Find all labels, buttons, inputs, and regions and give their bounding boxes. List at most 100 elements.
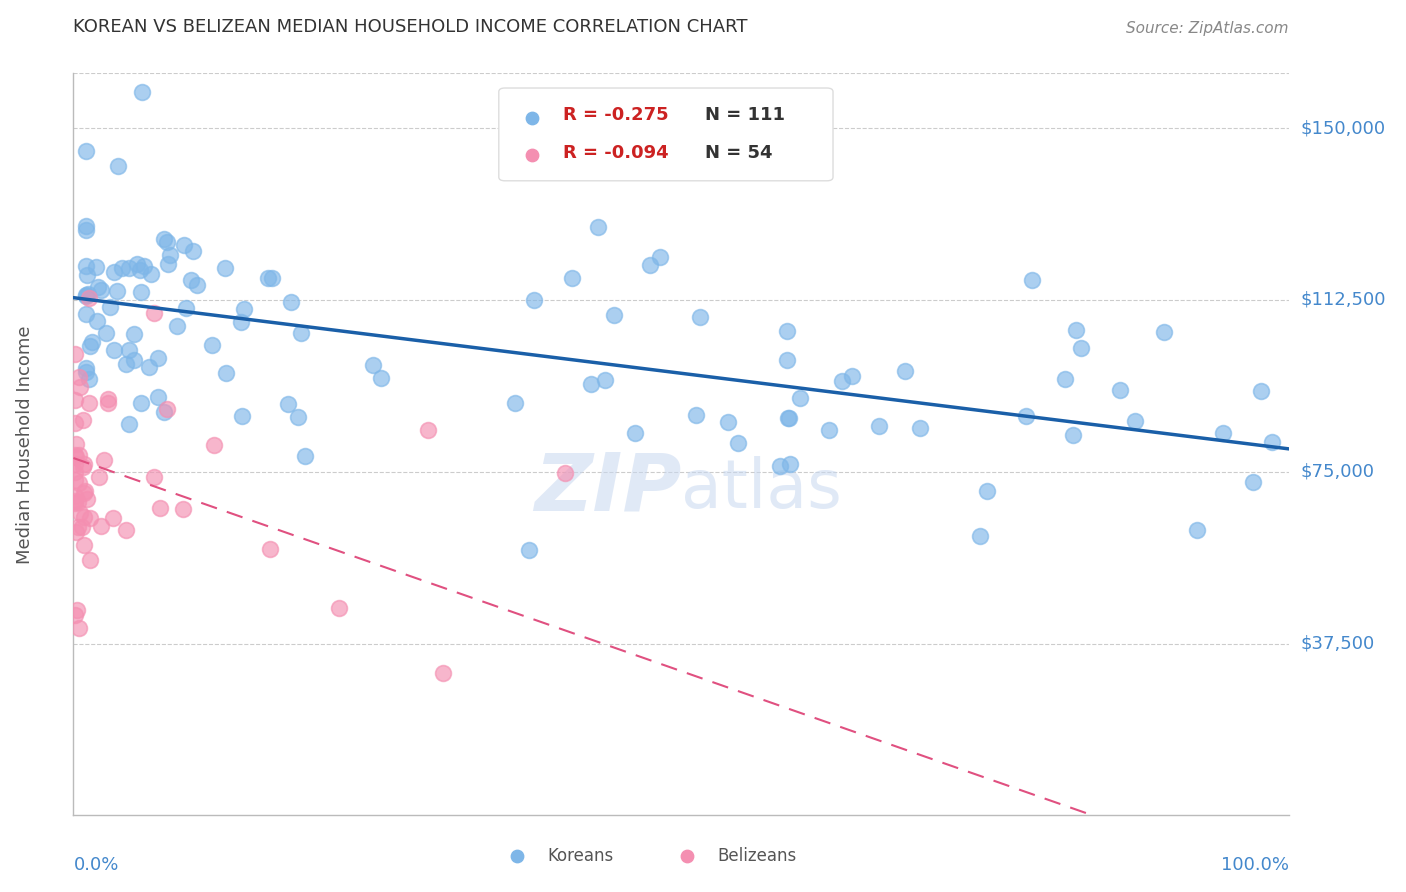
Point — [202, 438, 225, 452]
Point — [93, 452, 115, 467]
Point — [1185, 523, 1208, 537]
Point — [969, 529, 991, 543]
Point — [173, 238, 195, 252]
Point — [1070, 342, 1092, 356]
Point — [138, 360, 160, 375]
Point — [65, 524, 87, 539]
Point — [69, 380, 91, 394]
Point — [87, 469, 110, 483]
Point — [727, 436, 749, 450]
Point — [90, 519, 112, 533]
Point — [363, 359, 385, 373]
Point — [75, 306, 97, 320]
Point — [520, 808, 543, 822]
Point — [689, 310, 711, 324]
Point — [77, 287, 100, 301]
Point — [893, 364, 915, 378]
Point — [65, 450, 87, 464]
Point — [73, 486, 96, 500]
Point — [72, 460, 94, 475]
Point — [1015, 409, 1038, 423]
Point — [976, 483, 998, 498]
Text: KOREAN VS BELIZEAN MEDIAN HOUSEHOLD INCOME CORRELATION CHART: KOREAN VS BELIZEAN MEDIAN HOUSEHOLD INCO… — [73, 18, 748, 36]
Point — [1153, 325, 1175, 339]
Point — [1021, 273, 1043, 287]
Point — [638, 258, 661, 272]
Text: $75,000: $75,000 — [1301, 463, 1375, 481]
Point — [75, 289, 97, 303]
Point — [624, 426, 647, 441]
Point — [79, 396, 101, 410]
Point — [841, 369, 863, 384]
Point — [520, 808, 543, 822]
Point — [603, 308, 626, 322]
Point — [287, 410, 309, 425]
Text: $150,000: $150,000 — [1301, 120, 1386, 137]
Point — [1053, 371, 1076, 385]
Point — [262, 271, 284, 285]
Text: R = -0.094: R = -0.094 — [564, 144, 669, 161]
Point — [122, 326, 145, 341]
Point — [290, 326, 312, 341]
Point — [75, 484, 97, 499]
Point — [152, 405, 174, 419]
Point — [75, 223, 97, 237]
Point — [67, 369, 90, 384]
Text: 0.0%: 0.0% — [73, 856, 118, 874]
Point — [181, 244, 204, 259]
Point — [67, 621, 90, 635]
Point — [595, 373, 617, 387]
Point — [776, 353, 799, 368]
Point — [214, 260, 236, 275]
Point — [75, 361, 97, 376]
Point — [232, 301, 254, 316]
Point — [65, 436, 87, 450]
Point — [66, 602, 89, 616]
Point — [63, 346, 86, 360]
Point — [908, 420, 931, 434]
Point — [370, 371, 392, 385]
Point — [156, 402, 179, 417]
Point — [73, 509, 96, 524]
Point — [76, 268, 98, 282]
Point — [76, 492, 98, 507]
Point — [152, 232, 174, 246]
Point — [75, 144, 97, 158]
Point — [789, 391, 811, 405]
Point — [84, 260, 107, 275]
Point — [111, 260, 134, 275]
Text: ZIP: ZIP — [534, 450, 681, 528]
Point — [67, 495, 90, 509]
Point — [63, 496, 86, 510]
Point — [143, 306, 166, 320]
Point — [586, 219, 609, 234]
Point — [581, 376, 603, 391]
Point — [72, 413, 94, 427]
Point — [1212, 426, 1234, 441]
Point — [63, 473, 86, 487]
Point — [65, 392, 87, 407]
Point — [143, 469, 166, 483]
Point — [73, 457, 96, 471]
Point — [73, 538, 96, 552]
Point — [1241, 475, 1264, 490]
Point — [186, 277, 208, 292]
Point — [70, 520, 93, 534]
Point — [94, 326, 117, 340]
Text: R = -0.275: R = -0.275 — [564, 106, 669, 125]
Point — [86, 314, 108, 328]
Point — [87, 280, 110, 294]
Point — [97, 396, 120, 410]
Point — [215, 367, 238, 381]
Point — [561, 271, 583, 285]
Point — [131, 85, 153, 99]
Text: Median Household Income: Median Household Income — [15, 325, 34, 564]
Point — [127, 257, 149, 271]
Point — [200, 338, 222, 352]
Point — [97, 392, 120, 407]
Text: N = 54: N = 54 — [706, 144, 773, 161]
Point — [503, 396, 526, 410]
Point — [1261, 435, 1284, 450]
Point — [63, 494, 86, 508]
Point — [1062, 428, 1084, 442]
